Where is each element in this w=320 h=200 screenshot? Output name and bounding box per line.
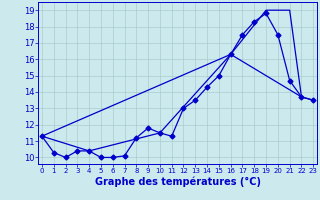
X-axis label: Graphe des températures (°C): Graphe des températures (°C) xyxy=(95,177,260,187)
